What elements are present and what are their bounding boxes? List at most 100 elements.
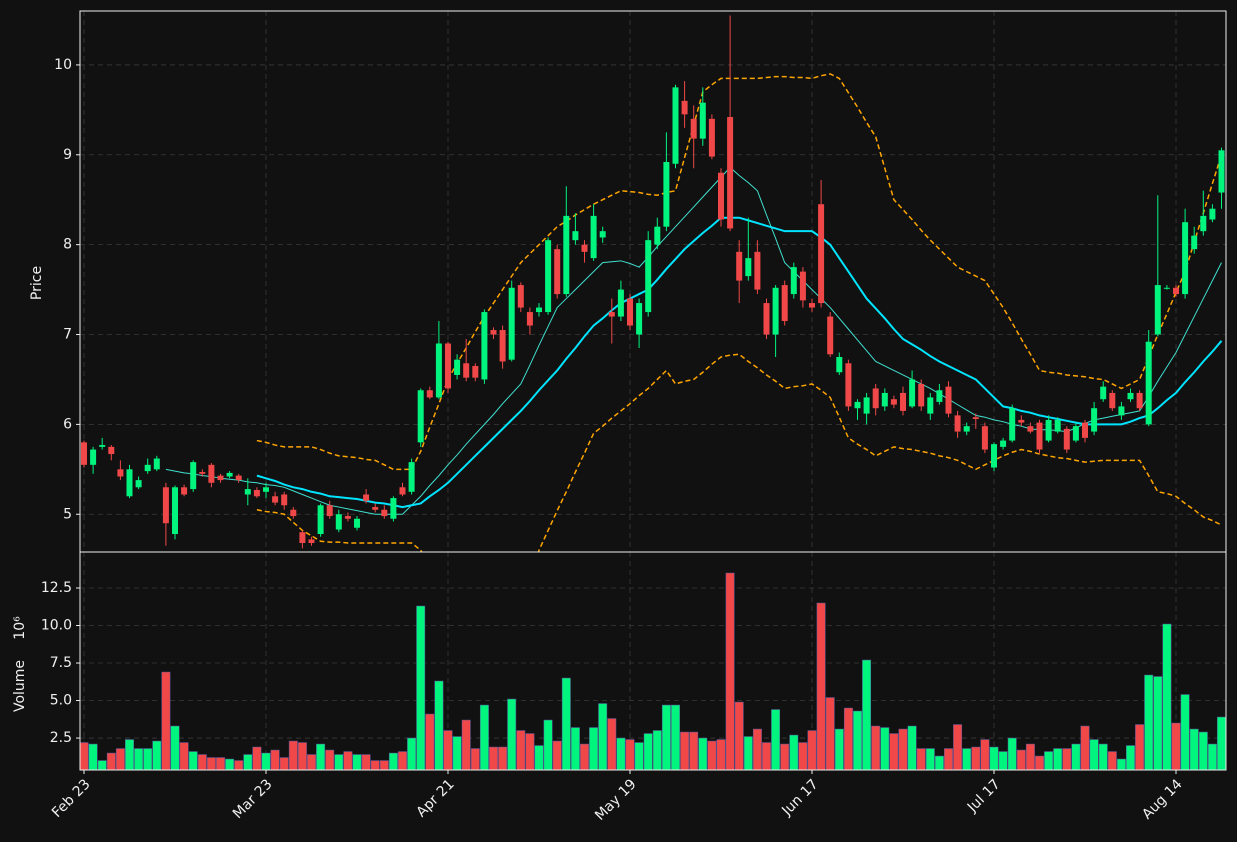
candle-body <box>235 475 242 481</box>
candle-body <box>690 118 697 139</box>
candle-body <box>1100 386 1107 400</box>
candle-body <box>1118 406 1125 416</box>
volume-bar <box>589 727 599 770</box>
candle-body <box>517 285 524 308</box>
candle-body <box>344 516 351 519</box>
candle-body <box>636 303 643 335</box>
candle-body <box>927 397 934 414</box>
candle-body <box>126 469 133 497</box>
volume-bar <box>707 740 717 770</box>
grid <box>80 552 1226 770</box>
volume-bar <box>552 740 562 770</box>
candle-body <box>399 487 406 495</box>
volume-bar <box>698 737 708 770</box>
volume-bar <box>170 725 180 770</box>
volume-bar <box>461 719 471 770</box>
candle-body <box>809 303 815 308</box>
candle-body <box>526 312 533 326</box>
volume-bar <box>1035 755 1044 770</box>
candle-body <box>1191 235 1198 250</box>
candle-body <box>144 464 151 472</box>
candle-body <box>454 359 461 375</box>
candle-body <box>1009 408 1016 441</box>
volume-bar <box>152 740 162 770</box>
candle-body <box>1000 440 1007 447</box>
volume-bar <box>561 677 571 770</box>
candle-body <box>772 287 779 335</box>
volume-bar <box>925 748 935 770</box>
volume-bar <box>652 730 662 770</box>
volume-bar <box>998 751 1008 770</box>
candle-body <box>190 462 197 490</box>
candle-body <box>845 363 852 407</box>
volume-bar <box>1025 743 1035 770</box>
candle-body <box>799 271 806 301</box>
volume-bar <box>225 758 235 770</box>
volume-bar <box>962 748 972 770</box>
volume-bar <box>862 659 872 770</box>
candle-body <box>354 518 360 528</box>
volume-bar <box>261 752 271 770</box>
candle-body <box>763 303 770 335</box>
candle-body <box>627 298 633 326</box>
candle-body <box>135 480 142 488</box>
y-tick-label: 12.5 <box>41 580 72 596</box>
volume-bar <box>1107 751 1117 770</box>
candle-body <box>1163 287 1170 289</box>
candle-body <box>718 172 724 220</box>
candle-body <box>299 532 306 544</box>
candle-body <box>663 161 670 227</box>
volume-bar <box>279 757 289 770</box>
indicator-line <box>165 166 1222 515</box>
candle-body <box>417 390 424 443</box>
volume-bar <box>134 748 144 770</box>
volume-bar <box>780 743 790 770</box>
y-tick-label: 2.5 <box>50 730 72 746</box>
volume-bar <box>1126 745 1135 770</box>
volume-bar <box>889 733 899 770</box>
y-axis-label: Volume <box>12 660 28 712</box>
candle-body <box>1063 428 1070 450</box>
candle-body <box>1045 419 1052 441</box>
y-tick-label: 10 <box>54 57 72 73</box>
volume-bar <box>125 739 134 770</box>
candle-body <box>699 102 706 139</box>
candle-body <box>281 494 288 506</box>
candle-body <box>1036 422 1043 450</box>
candle-body <box>90 449 97 465</box>
volume-bar <box>188 751 198 770</box>
volume-bar <box>880 727 890 770</box>
volume-bar <box>661 704 671 770</box>
volume-bar <box>725 572 735 770</box>
volume-bar <box>325 749 335 770</box>
y-axis-label: Price <box>29 266 45 300</box>
candle-body <box>981 426 988 450</box>
volume-bar <box>416 605 426 770</box>
volume-bar <box>743 736 753 770</box>
volume-bar <box>1162 623 1172 770</box>
candle-body <box>900 392 906 411</box>
volume-bar <box>1171 722 1181 770</box>
volume-bar <box>1153 676 1163 770</box>
volume-bar <box>853 710 862 770</box>
candle-body <box>162 487 169 524</box>
volume-bar <box>953 724 963 770</box>
candle-body <box>599 231 606 238</box>
candle-body <box>253 489 260 497</box>
candle-body <box>1072 426 1079 441</box>
volume-bar <box>479 704 489 770</box>
y-tick-label: 8 <box>63 237 72 253</box>
volume-bar <box>407 737 417 770</box>
grid <box>80 11 1226 552</box>
candle-body <box>590 215 597 259</box>
candle-body <box>181 487 188 495</box>
volume-bar <box>398 751 407 770</box>
volume-bar <box>980 739 990 770</box>
candle-body <box>99 445 106 447</box>
candle-body <box>481 312 488 380</box>
candle-body <box>945 386 952 414</box>
volume-bar <box>789 734 799 770</box>
candle-body <box>545 240 552 313</box>
volume-bar <box>316 743 326 770</box>
